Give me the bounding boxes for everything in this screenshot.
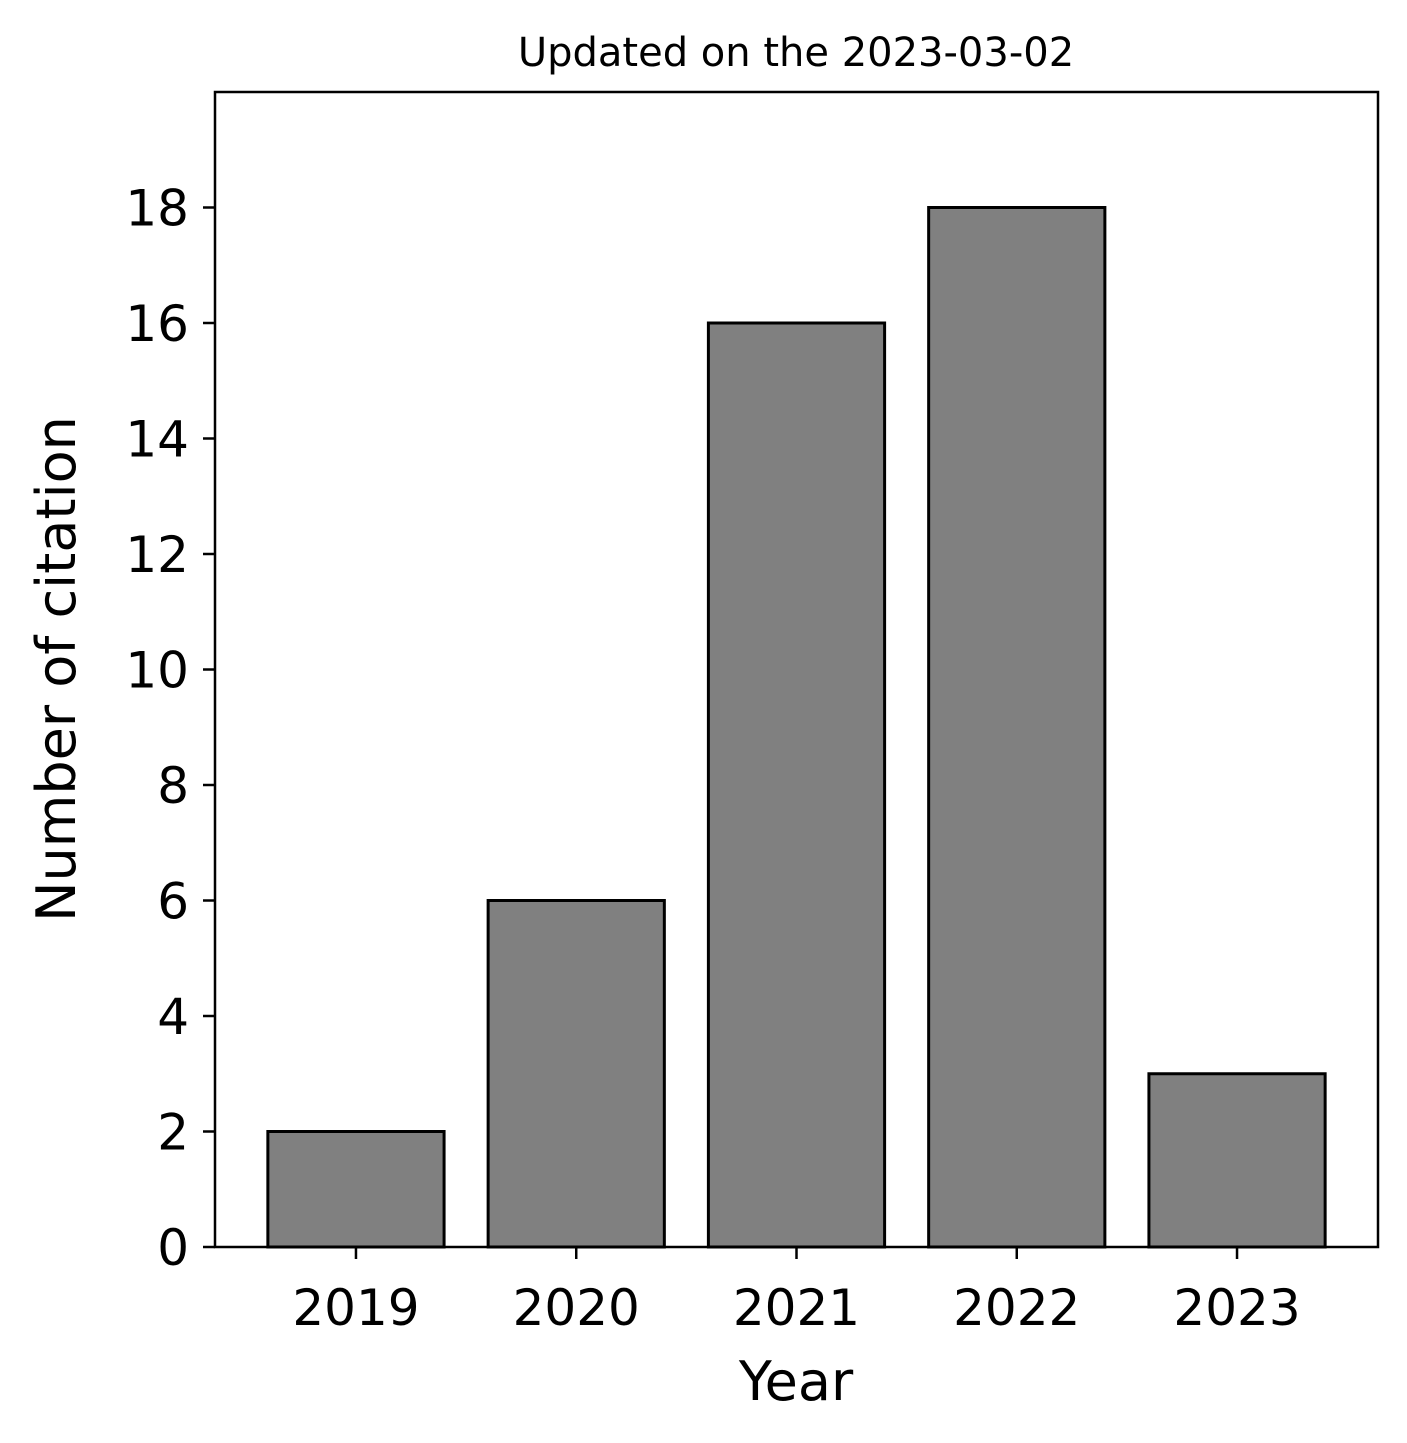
y-tick-label: 8 xyxy=(157,757,189,815)
bar-2020 xyxy=(486,899,666,1249)
x-tick-label: 2019 xyxy=(292,1279,419,1337)
y-tick-label: 6 xyxy=(157,873,189,931)
y-tick-label: 16 xyxy=(125,295,189,353)
bars-group xyxy=(266,206,1327,1249)
x-tick-label: 2021 xyxy=(733,1279,860,1337)
y-axis-title: Number of citation xyxy=(25,416,88,922)
y-axis-ticks: 0 2 4 6 8 10 12 14 16 18 xyxy=(125,180,215,1277)
bar-2019 xyxy=(266,1130,446,1249)
y-tick-label: 0 xyxy=(157,1219,189,1277)
x-axis-title: Year xyxy=(738,1350,854,1413)
x-tick-label: 2023 xyxy=(1173,1279,1300,1337)
y-tick-label: 4 xyxy=(157,988,189,1046)
x-tick-label: 2022 xyxy=(953,1279,1080,1337)
y-tick-label: 10 xyxy=(125,642,189,700)
y-tick-label: 2 xyxy=(157,1104,189,1162)
bar-2023 xyxy=(1147,1072,1327,1249)
bar-2022 xyxy=(927,206,1107,1249)
x-axis-ticks: 2019 2020 2021 2022 2023 xyxy=(292,1247,1301,1337)
x-tick-label: 2020 xyxy=(513,1279,640,1337)
y-tick-label: 18 xyxy=(125,180,189,238)
chart-title: Updated on the 2023-03-02 xyxy=(518,30,1074,76)
bar-2021 xyxy=(706,321,887,1249)
plot-area-frame xyxy=(213,90,1380,1249)
y-tick-label: 12 xyxy=(125,526,189,584)
y-tick-label: 14 xyxy=(125,411,189,469)
